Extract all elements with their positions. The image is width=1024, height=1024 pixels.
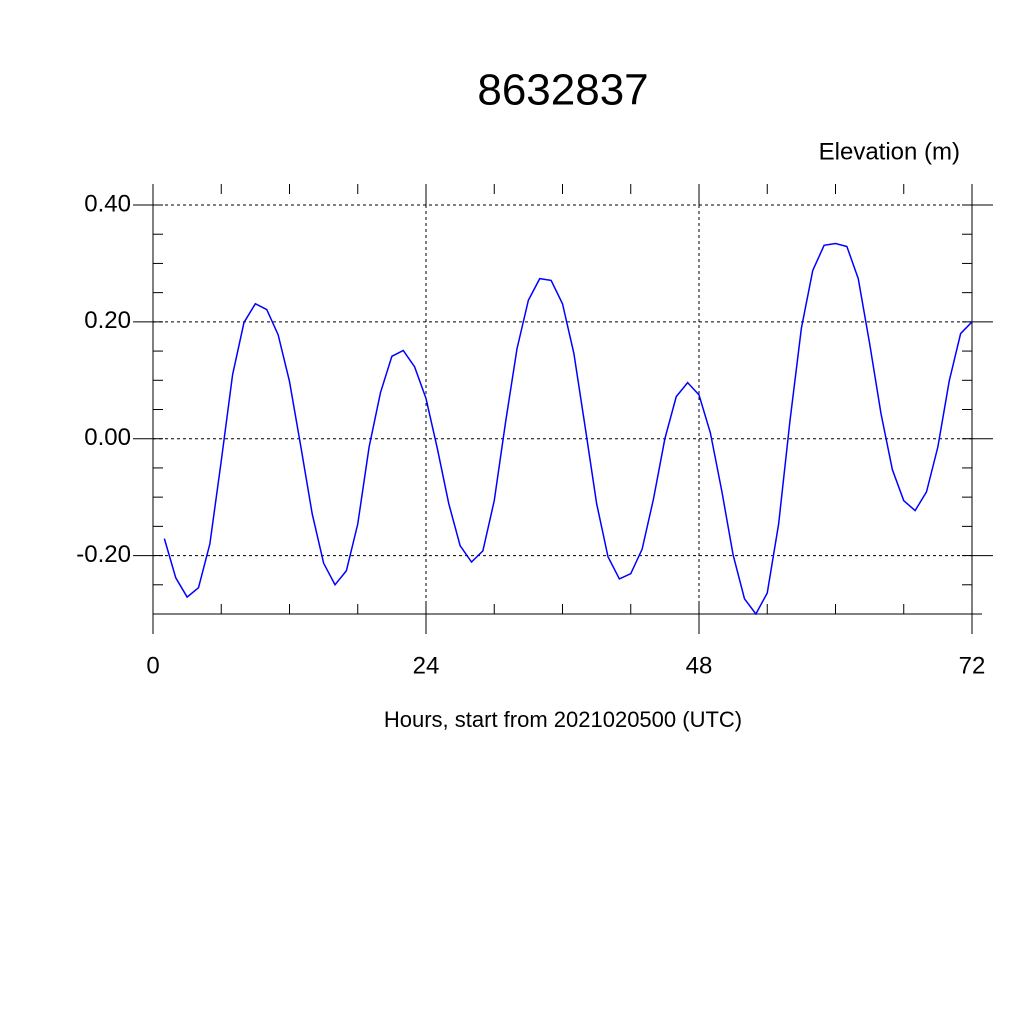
- x-tick-label: 72: [959, 652, 986, 679]
- x-tick-label: 24: [413, 652, 440, 679]
- x-axis-label: Hours, start from 2021020500 (UTC): [384, 707, 742, 732]
- y-tick-label: 0.20: [84, 307, 131, 334]
- y-tick-label: -0.20: [76, 541, 131, 568]
- y-tick-label: 0.40: [84, 190, 131, 217]
- x-tick-label: 48: [686, 652, 713, 679]
- x-tick-label: 0: [146, 652, 159, 679]
- subtitle: Elevation (m): [819, 138, 960, 165]
- chart-title: 8632837: [477, 66, 648, 115]
- y-tick-label: 0.00: [84, 424, 131, 451]
- line-series: [163, 242, 973, 616]
